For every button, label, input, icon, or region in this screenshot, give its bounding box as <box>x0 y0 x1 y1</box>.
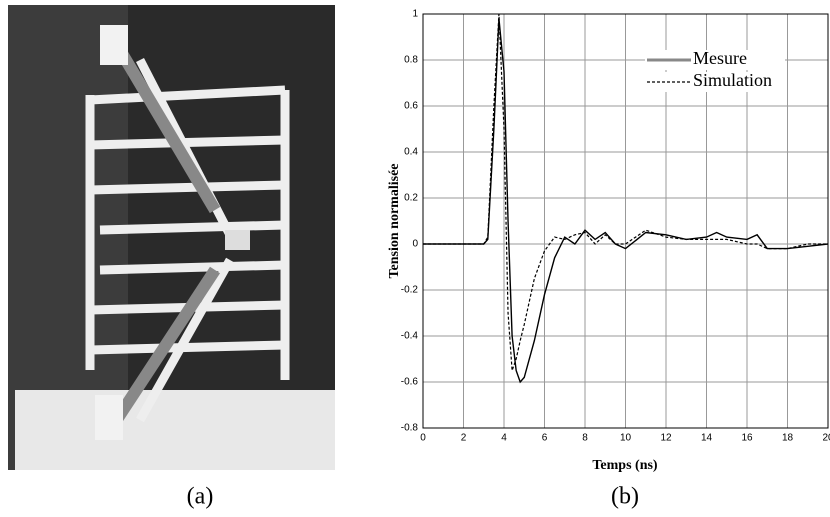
y-tick-label: 1 <box>412 9 418 20</box>
y-tick-label: 0.6 <box>404 101 418 112</box>
y-tick-label: -0.8 <box>401 423 419 434</box>
legend-label: Mesure <box>693 48 747 68</box>
photo <box>8 5 335 470</box>
x-tick-label: 4 <box>501 433 507 444</box>
y-tick-label: 0.2 <box>404 193 418 204</box>
y-tick-label: -0.2 <box>401 285 419 296</box>
legend-label: Simulation <box>693 70 772 90</box>
data-line <box>423 13 828 371</box>
y-tick-label: 0.8 <box>404 55 418 66</box>
panel-label: (b) <box>611 484 639 510</box>
data-line <box>423 18 829 384</box>
x-tick-label: 14 <box>701 433 713 444</box>
x-tick-label: 20 <box>822 433 830 444</box>
x-tick-label: 18 <box>782 433 794 444</box>
x-tick-label: 12 <box>660 433 672 444</box>
x-tick-label: 16 <box>741 433 753 444</box>
y-axis-label: Tension normalisée <box>387 164 402 279</box>
x-axis-label: Temps (ns) <box>592 458 658 473</box>
y-tick-label: -0.4 <box>401 331 419 342</box>
legend-bg <box>645 72 785 92</box>
x-tick-label: 6 <box>542 433 548 444</box>
y-tick-label: 0 <box>412 239 418 250</box>
plot-frame <box>422 13 829 429</box>
panel-label: (a) <box>187 484 214 510</box>
x-tick-label: 8 <box>582 433 588 444</box>
y-tick-label: -0.6 <box>401 377 419 388</box>
y-tick-label: 0.4 <box>404 147 418 158</box>
x-tick-label: 10 <box>620 433 632 444</box>
x-tick-label: 0 <box>420 433 426 444</box>
legend-bg <box>645 50 785 70</box>
x-tick-label: 2 <box>461 433 467 444</box>
